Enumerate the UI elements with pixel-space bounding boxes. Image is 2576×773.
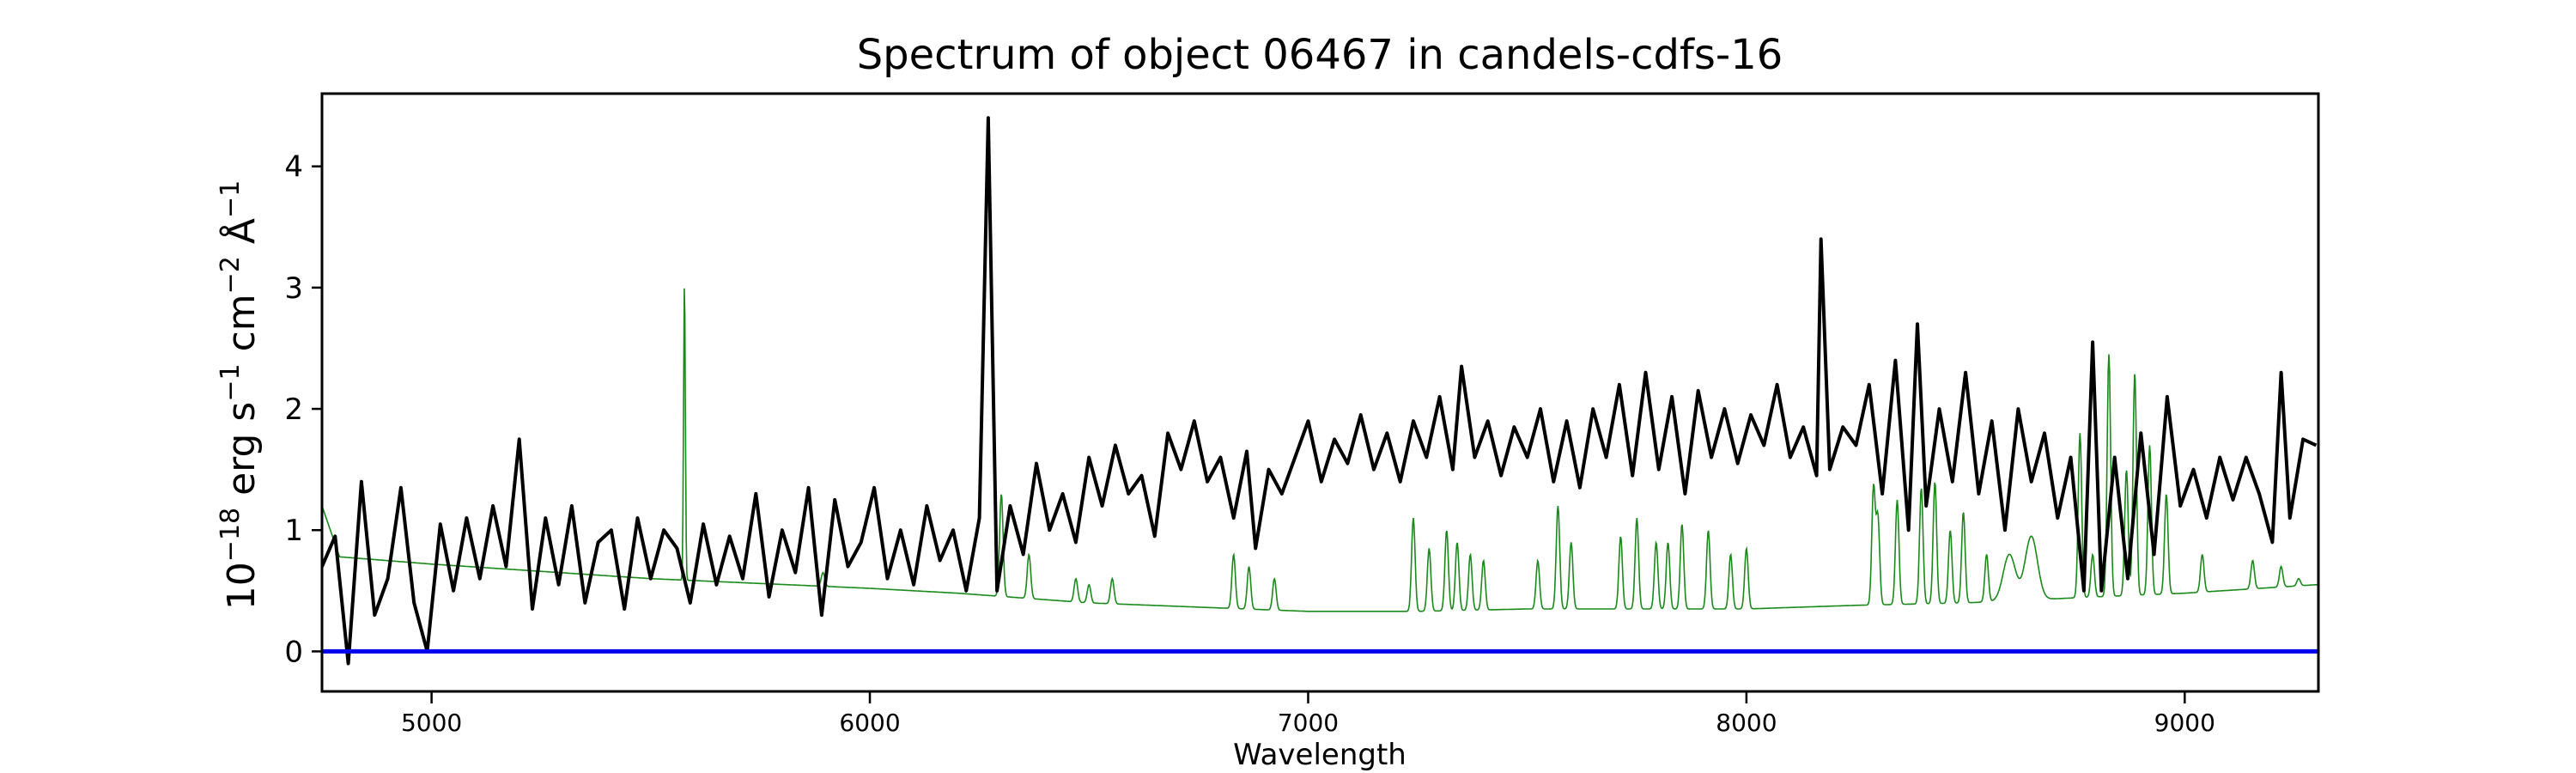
x-tick-label: 6000 [839,709,900,737]
y-tick-label: 1 [284,514,303,548]
y-tick-label: 2 [284,393,303,427]
x-axis-label: Wavelength [1233,738,1406,772]
y-tick-label: 4 [284,150,303,185]
series-group [322,116,2318,666]
y-tick-label: 0 [284,635,303,669]
y-label-erg: erg s [220,402,264,508]
y-label-ang-exp: −1 [216,180,246,218]
plot-frame [320,92,2320,693]
y-label-ang: Å [218,218,264,256]
y-label-exp: −18 [216,508,246,562]
x-tick-label: 5000 [401,709,462,737]
plot-area [320,92,2320,693]
x-tick-label: 9000 [2154,709,2215,737]
flux-line [322,116,2318,666]
y-axis-label: 10−18 erg s−1 cm−2 Å−1 [216,180,264,610]
x-axis: 5000 6000 7000 8000 9000 [401,691,2215,737]
y-label-cm-exp: −2 [216,256,246,294]
y-label-base: 10 [220,562,264,610]
y-label-cm: cm [220,294,264,363]
chart-title: Spectrum of object 06467 in candels-cdfs… [857,31,1783,79]
x-tick-label: 8000 [1716,709,1777,737]
sky-model-line [322,288,2318,612]
y-tick-label: 3 [284,271,303,306]
x-tick-label: 7000 [1278,709,1339,737]
y-axis: 0 1 2 3 4 [284,150,322,669]
y-label-s-exp: −1 [216,363,246,401]
